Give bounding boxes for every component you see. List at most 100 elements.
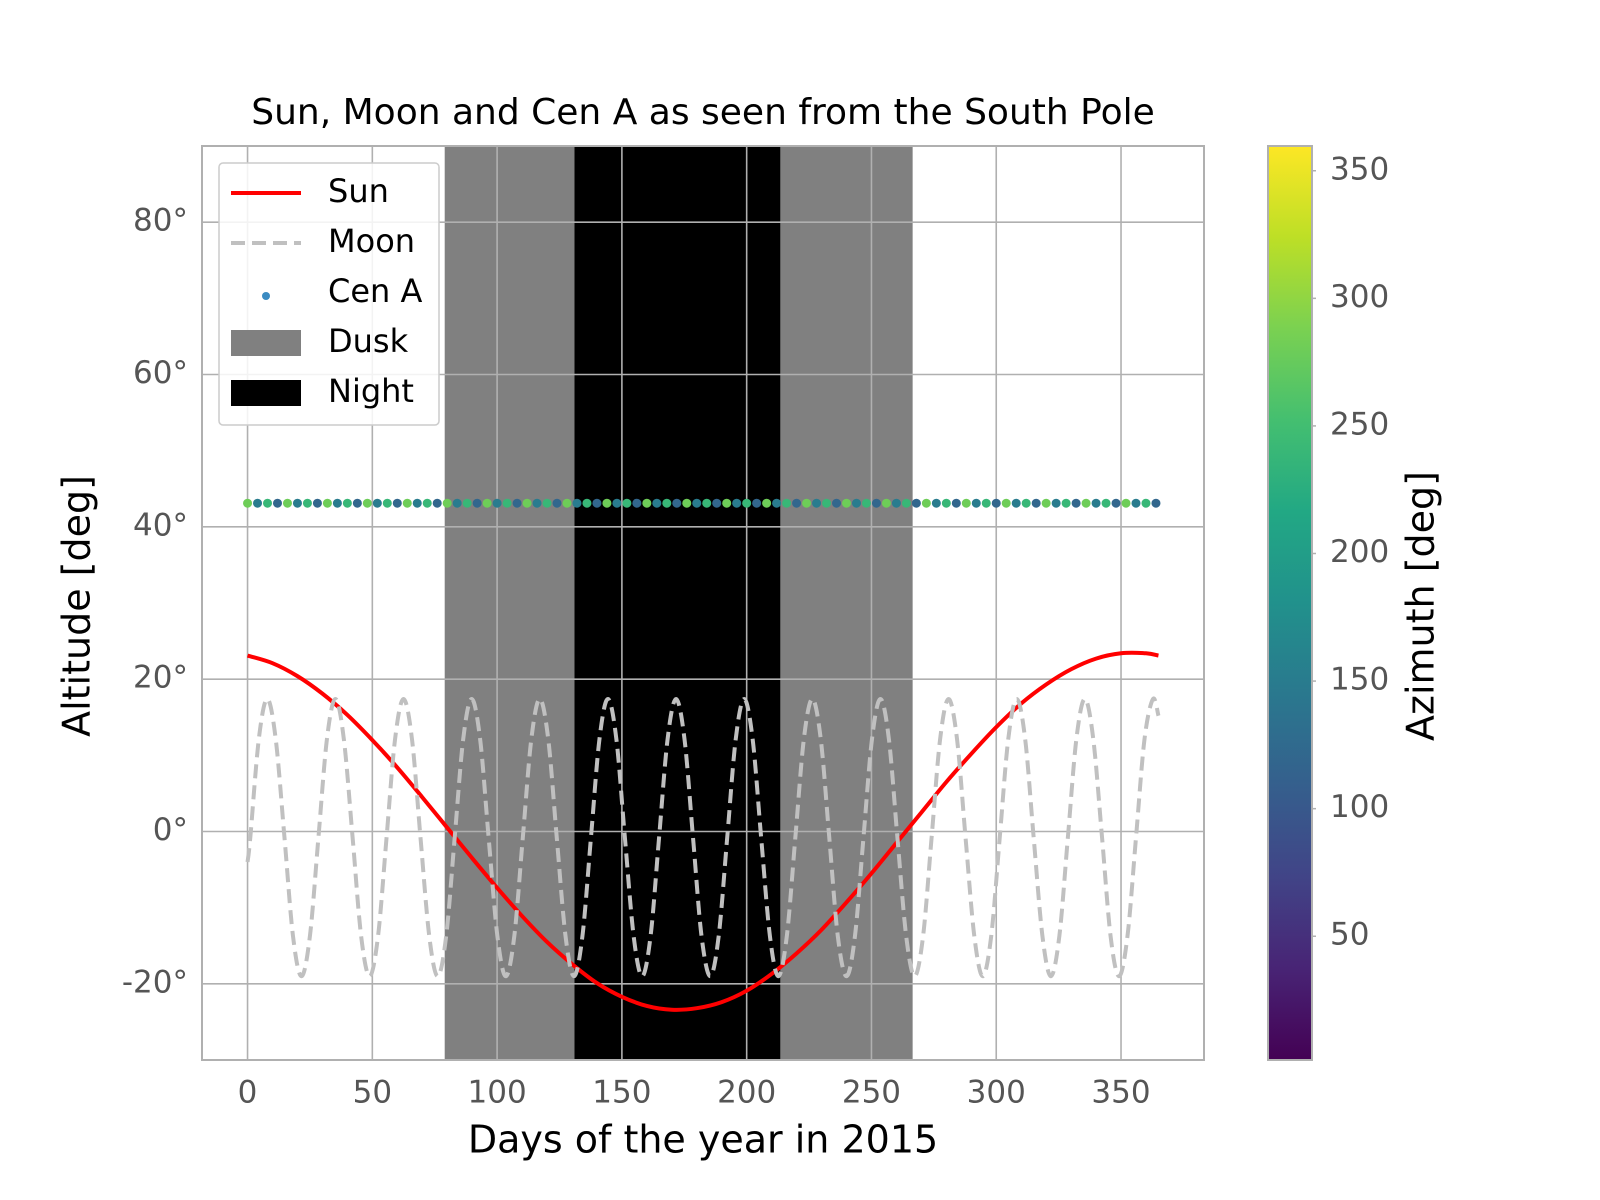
scatter-point [662, 498, 672, 508]
x-tick-label: 250 [842, 1075, 901, 1111]
scatter-point [951, 498, 961, 508]
legend-dot [262, 292, 270, 300]
colorbar-tick-label: 250 [1330, 406, 1389, 442]
scatter-point [302, 498, 312, 508]
x-tick-label: 350 [1091, 1075, 1150, 1111]
scatter-point [352, 498, 362, 508]
scatter-point [812, 498, 822, 508]
scatter-point [263, 498, 273, 508]
series-line [245, 696, 1161, 979]
scatter-point [412, 498, 422, 508]
y-tick-label: 60° [133, 355, 188, 391]
scatter-point [1081, 498, 1091, 508]
y-tick-label: -20° [122, 964, 188, 1000]
scatter-point [861, 498, 871, 508]
legend-frame [218, 162, 440, 426]
colorbar-tick-label: 200 [1330, 534, 1389, 570]
colorbar-tick-label: 100 [1330, 789, 1389, 825]
y-tick-label: 80° [133, 203, 188, 239]
overlay: 0 50 100 150 200 250 300 350 -20° 0° 20° 40° 60° 80° 5… [122, 145, 1389, 1111]
x-tick-label: 300 [967, 1075, 1026, 1111]
scatter-point [542, 498, 552, 508]
scatter-point [362, 498, 372, 508]
legend-label: Moon [328, 222, 415, 260]
scatter-point [552, 498, 562, 508]
y-tick-label: 20° [133, 660, 188, 696]
scatter-point [532, 498, 542, 508]
scatter-point [342, 498, 352, 508]
scatter-point [911, 498, 921, 508]
scatter-point [432, 498, 442, 508]
scatter-point [332, 498, 342, 508]
scatter-point [871, 498, 881, 508]
scatter-point [901, 498, 911, 508]
scatter-point [652, 498, 662, 508]
y-tick-label: 40° [133, 507, 188, 543]
scatter-point [891, 498, 901, 508]
scatter-point [582, 498, 592, 508]
scatter-point [632, 498, 642, 508]
scatter-point [1041, 498, 1051, 508]
scatter-point [732, 498, 742, 508]
y-axis-label: Altitude [deg] [55, 475, 99, 737]
legend-swatch [231, 330, 301, 356]
scatter-point [452, 498, 462, 508]
scatter-point [1111, 498, 1121, 508]
scatter-point [472, 498, 482, 508]
scatter-point [402, 498, 412, 508]
scatter-point [372, 498, 382, 508]
scatter-point [602, 498, 612, 508]
scatter-point [752, 498, 762, 508]
legend-label: Night [328, 372, 414, 410]
scatter-point [971, 498, 981, 508]
legend-swatch [231, 380, 301, 406]
scatter-point [792, 498, 802, 508]
scatter-point [1141, 498, 1151, 508]
plot-frame [201, 145, 1205, 1061]
scatter-point [382, 498, 392, 508]
scatter-point [742, 498, 752, 508]
colorbar-tick-label: 300 [1330, 279, 1389, 315]
scatter-point [502, 498, 512, 508]
x-tick-label: 100 [468, 1075, 527, 1111]
scatter-point [282, 498, 292, 508]
colorbar-label: Azimuth [deg] [1399, 471, 1443, 741]
scatter-point [622, 498, 632, 508]
scatter-point [1031, 498, 1041, 508]
scatter-point [802, 498, 812, 508]
legend-label: Cen A [328, 272, 422, 310]
scatter-point [1131, 498, 1141, 508]
x-tick-label: 0 [238, 1075, 258, 1111]
chart-title: Sun, Moon and Cen A as seen from the Sou… [251, 92, 1155, 133]
scatter-point [1151, 498, 1161, 508]
plot-area [202, 146, 1204, 1060]
legend-label: Dusk [328, 322, 409, 360]
scatter-point [392, 498, 402, 508]
scatter-point [702, 498, 712, 508]
y-tick-label: 0° [153, 812, 188, 848]
region [574, 146, 781, 1060]
scatter-point [931, 498, 941, 508]
scatter-point [722, 498, 732, 508]
scatter-point [592, 498, 602, 508]
scatter-point [482, 498, 492, 508]
scatter-point [682, 498, 692, 508]
colorbar [1267, 145, 1313, 1061]
scatter-point [991, 498, 1001, 508]
scatter-point [941, 498, 951, 508]
x-tick-label: 150 [592, 1075, 651, 1111]
scatter-point [1021, 498, 1031, 508]
x-tick-label: 50 [353, 1075, 392, 1111]
scatter-point [1011, 498, 1021, 508]
scatter-point [292, 498, 302, 508]
scatter-point [522, 498, 532, 508]
colorbar-tick-label: 50 [1330, 917, 1369, 953]
scatter-point [1121, 498, 1131, 508]
scatter-point [772, 498, 782, 508]
scatter-point [572, 498, 582, 508]
scatter-point [881, 498, 891, 508]
scatter-point [832, 498, 842, 508]
scatter-point [442, 498, 452, 508]
scatter-point [1101, 498, 1111, 508]
scatter-point [762, 498, 772, 508]
